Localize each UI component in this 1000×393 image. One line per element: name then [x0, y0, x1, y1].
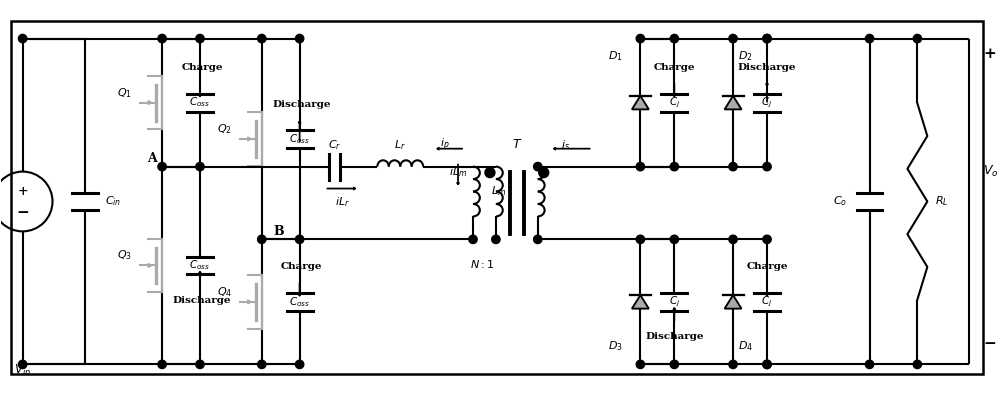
Circle shape	[913, 360, 922, 369]
Circle shape	[865, 360, 874, 369]
Circle shape	[670, 235, 679, 244]
Text: $C_j$: $C_j$	[761, 295, 773, 309]
Text: B: B	[274, 225, 284, 238]
Text: $R_L$: $R_L$	[935, 195, 949, 208]
Text: $iL_m$: $iL_m$	[449, 166, 467, 180]
Circle shape	[258, 360, 266, 369]
Circle shape	[729, 162, 737, 171]
Circle shape	[763, 35, 771, 43]
Circle shape	[18, 360, 27, 369]
Text: $C_{oss}$: $C_{oss}$	[189, 95, 211, 110]
Text: Discharge: Discharge	[738, 63, 796, 72]
Circle shape	[295, 35, 304, 43]
Text: $L_r$: $L_r$	[394, 138, 406, 152]
Text: Discharge: Discharge	[173, 296, 231, 305]
Circle shape	[534, 235, 542, 244]
Circle shape	[258, 235, 266, 244]
Circle shape	[158, 35, 166, 43]
Text: $C_{oss}$: $C_{oss}$	[289, 132, 310, 146]
Text: $T$: $T$	[512, 138, 522, 151]
Circle shape	[763, 360, 771, 369]
Circle shape	[469, 235, 477, 244]
Text: A: A	[147, 152, 157, 165]
Circle shape	[295, 235, 304, 244]
Text: $C_r$: $C_r$	[328, 138, 341, 152]
Circle shape	[670, 35, 679, 43]
Polygon shape	[725, 295, 742, 309]
Text: $C_j$: $C_j$	[669, 95, 680, 110]
Text: $i_p$: $i_p$	[440, 136, 450, 153]
Text: Discharge: Discharge	[645, 332, 704, 341]
Text: −: −	[16, 206, 29, 220]
Text: $C_j$: $C_j$	[669, 295, 680, 309]
Text: −: −	[983, 338, 996, 351]
Text: $C_{oss}$: $C_{oss}$	[189, 259, 211, 272]
Circle shape	[763, 235, 771, 244]
Circle shape	[158, 360, 166, 369]
Circle shape	[636, 235, 645, 244]
Polygon shape	[632, 295, 649, 309]
Circle shape	[636, 360, 645, 369]
Circle shape	[534, 162, 542, 171]
Text: $D_3$: $D_3$	[608, 340, 622, 353]
Text: $Q_4$: $Q_4$	[217, 285, 232, 299]
Text: $D_4$: $D_4$	[738, 340, 753, 353]
Text: $D_2$: $D_2$	[738, 50, 753, 63]
Circle shape	[763, 360, 771, 369]
Text: $Q_2$: $Q_2$	[217, 122, 232, 136]
Text: $Q_1$: $Q_1$	[117, 86, 132, 99]
Circle shape	[158, 162, 166, 171]
Polygon shape	[632, 96, 649, 109]
Circle shape	[729, 235, 737, 244]
Circle shape	[729, 35, 737, 43]
Text: $V_o$: $V_o$	[983, 164, 999, 179]
Polygon shape	[725, 96, 742, 109]
Circle shape	[913, 35, 922, 43]
Circle shape	[492, 235, 500, 244]
Text: $Q_3$: $Q_3$	[117, 249, 132, 263]
Text: $i_s$: $i_s$	[561, 138, 570, 152]
Circle shape	[18, 35, 27, 43]
Text: $C_{in}$: $C_{in}$	[105, 195, 122, 208]
Text: $N:1$: $N:1$	[470, 258, 494, 270]
Circle shape	[196, 162, 204, 171]
Text: $iL_r$: $iL_r$	[335, 196, 350, 209]
Circle shape	[729, 360, 737, 369]
Circle shape	[763, 162, 771, 171]
Circle shape	[196, 35, 204, 43]
Text: $C_j$: $C_j$	[761, 95, 773, 110]
Circle shape	[763, 35, 771, 43]
Circle shape	[196, 360, 204, 369]
Text: Charge: Charge	[654, 63, 695, 72]
Text: +: +	[17, 185, 28, 198]
Text: $D_1$: $D_1$	[608, 50, 622, 63]
Circle shape	[485, 167, 495, 178]
Text: $C_{oss}$: $C_{oss}$	[289, 295, 310, 309]
Text: +: +	[983, 46, 996, 61]
Circle shape	[670, 162, 679, 171]
Circle shape	[670, 360, 679, 369]
Circle shape	[539, 167, 549, 178]
Text: Charge: Charge	[181, 63, 223, 72]
Text: Charge: Charge	[281, 263, 322, 272]
Text: $C_o$: $C_o$	[833, 195, 848, 208]
Circle shape	[636, 162, 645, 171]
Text: $V_{in}$: $V_{in}$	[14, 363, 31, 378]
Circle shape	[636, 35, 645, 43]
Text: Discharge: Discharge	[272, 99, 331, 108]
Circle shape	[865, 35, 874, 43]
Circle shape	[295, 360, 304, 369]
Text: $L_m$: $L_m$	[491, 185, 506, 198]
Circle shape	[258, 35, 266, 43]
Text: Charge: Charge	[746, 263, 788, 272]
